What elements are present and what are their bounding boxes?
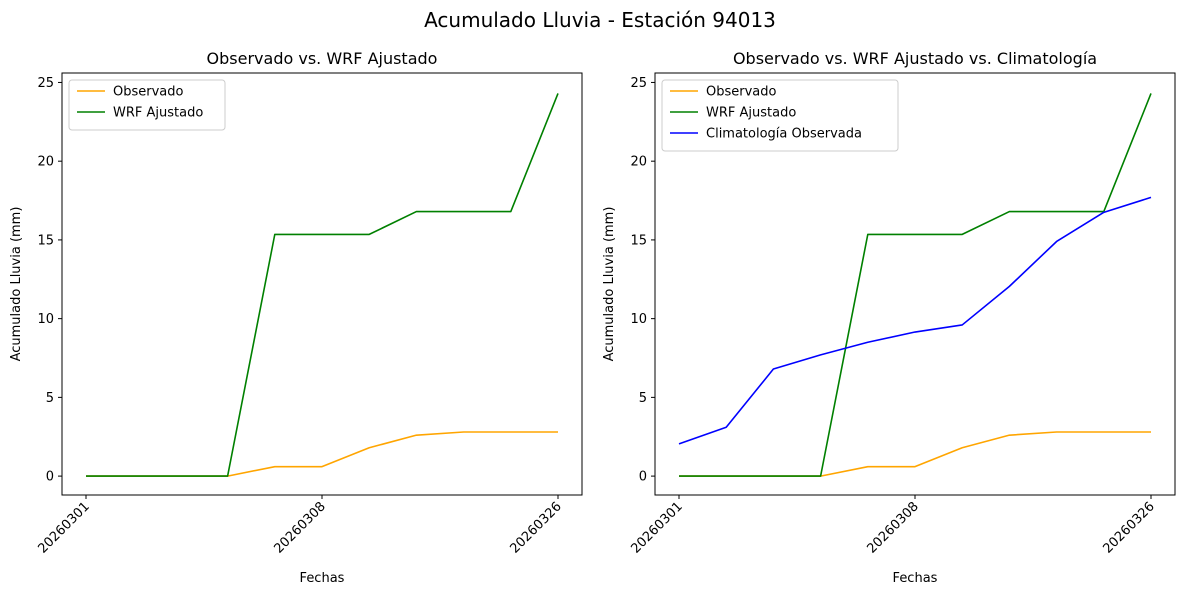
y-tick-label: 20	[37, 155, 54, 170]
chart-panel-2: Observado vs. WRF Ajustado vs. Climatolo…	[602, 49, 1176, 586]
legend-frame	[661, 79, 899, 152]
legend: Observado WRF Ajustado Climatología Observ…	[661, 79, 899, 152]
legend-label: WRF Ajustado	[706, 106, 796, 121]
y-tick-label: 10	[37, 312, 54, 327]
y-tick-label: 15	[37, 233, 54, 248]
x-tick-label: 20260308	[864, 499, 921, 556]
series-line-1	[679, 431, 1151, 477]
y-tick-label: 0	[46, 470, 54, 485]
legend-label: WRF Ajustado	[113, 106, 203, 121]
y-tick-label: 25	[630, 76, 647, 91]
x-tick-label: 20260326	[507, 499, 564, 556]
y-tick-label: 0	[639, 470, 647, 485]
y-tick-label: 20	[630, 155, 647, 170]
x-tick-label: 20260301	[628, 499, 685, 556]
series-line-2	[679, 93, 1152, 477]
legend-label: Observado	[706, 85, 777, 100]
series-line-2	[86, 93, 559, 477]
legend-frame	[68, 79, 226, 131]
y-tick-label: 5	[46, 391, 54, 406]
series-line-1	[86, 431, 558, 477]
y-axis-title: Acumulado Lluvia (mm)	[602, 207, 617, 362]
plot-title: Observado vs. WRF Ajustado vs. Climatolo…	[733, 49, 1097, 68]
legend-label: Climatología Observada	[706, 127, 862, 142]
figure-title: Acumulado Lluvia - Estación 94013	[424, 8, 776, 32]
y-axis-title: Acumulado Lluvia (mm)	[9, 207, 24, 362]
legend: Observado WRF Ajustado	[68, 79, 226, 131]
y-tick-label: 10	[630, 312, 647, 327]
series-line-3	[678, 196, 1152, 445]
x-axis-title: Fechas	[893, 571, 938, 586]
y-tick-label: 5	[639, 391, 647, 406]
legend-label: Observado	[113, 85, 184, 100]
chart-panel-1: Observado vs. WRF Ajustado 0 5 10 15 20 25 2026…	[9, 49, 583, 586]
x-tick-label: 20260301	[35, 499, 92, 556]
y-tick-label: 15	[630, 233, 647, 248]
plot-title: Observado vs. WRF Ajustado	[207, 49, 438, 68]
y-tick-label: 25	[37, 76, 54, 91]
x-tick-label: 20260308	[271, 499, 328, 556]
x-axis-title: Fechas	[300, 571, 345, 586]
x-tick-label: 20260326	[1100, 499, 1157, 556]
